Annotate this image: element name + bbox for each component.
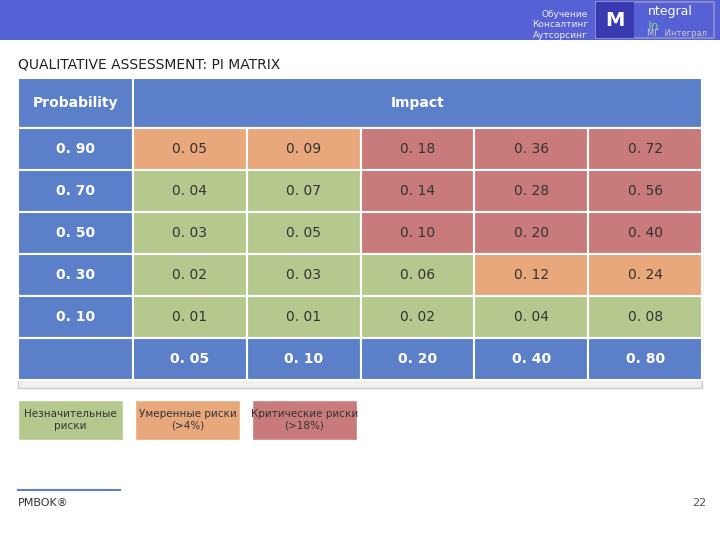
Bar — [135, 400, 240, 440]
Bar — [247, 212, 361, 254]
Bar — [588, 170, 702, 212]
Bar — [588, 212, 702, 254]
Bar — [133, 78, 702, 128]
Text: 0. 30: 0. 30 — [56, 268, 95, 282]
Bar — [588, 254, 702, 296]
Text: 0. 04: 0. 04 — [514, 310, 549, 324]
Bar — [247, 338, 361, 380]
Text: 0. 09: 0. 09 — [286, 142, 321, 156]
Text: 0. 05: 0. 05 — [171, 352, 210, 366]
Bar — [18, 170, 133, 212]
Text: 0. 01: 0. 01 — [286, 310, 321, 324]
Text: Критические риски
(>18%): Критические риски (>18%) — [251, 409, 358, 431]
Text: 0. 56: 0. 56 — [628, 184, 662, 198]
Bar — [18, 296, 133, 338]
Bar — [474, 254, 588, 296]
Bar — [18, 338, 133, 380]
Bar — [247, 296, 361, 338]
Bar — [361, 338, 474, 380]
Text: 0. 12: 0. 12 — [514, 268, 549, 282]
Text: 0. 08: 0. 08 — [628, 310, 662, 324]
Text: 0. 02: 0. 02 — [172, 268, 207, 282]
Text: 0. 02: 0. 02 — [400, 310, 435, 324]
Text: 0. 50: 0. 50 — [56, 226, 95, 240]
Bar — [474, 338, 588, 380]
Bar — [596, 2, 714, 38]
Bar — [361, 212, 474, 254]
Bar — [18, 212, 133, 254]
Bar — [252, 400, 357, 440]
Bar — [18, 254, 133, 296]
Text: Умеренные риски
(>4%): Умеренные риски (>4%) — [139, 409, 236, 431]
Text: 0. 80: 0. 80 — [626, 352, 665, 366]
Bar — [361, 254, 474, 296]
Text: 0. 14: 0. 14 — [400, 184, 435, 198]
Text: МГ  Интеграл: МГ Интеграл — [647, 30, 707, 38]
Bar — [18, 400, 123, 440]
Text: 0. 40: 0. 40 — [512, 352, 551, 366]
Text: QUALITATIVE ASSESSMENT: PI MATRIX: QUALITATIVE ASSESSMENT: PI MATRIX — [18, 58, 280, 72]
Text: 0. 03: 0. 03 — [172, 226, 207, 240]
Text: Незначительные
риски: Незначительные риски — [24, 409, 117, 431]
Text: 0. 05: 0. 05 — [287, 226, 321, 240]
Text: 0. 10: 0. 10 — [400, 226, 435, 240]
Text: Impact: Impact — [391, 96, 444, 110]
Bar — [133, 296, 247, 338]
Text: 0. 72: 0. 72 — [628, 142, 662, 156]
Text: M: M — [606, 10, 625, 30]
Bar — [18, 128, 133, 170]
Text: 0. 70: 0. 70 — [56, 184, 95, 198]
Bar — [18, 78, 133, 128]
Text: 0. 03: 0. 03 — [287, 268, 321, 282]
Text: ntegral: ntegral — [648, 5, 693, 18]
Text: 0. 40: 0. 40 — [628, 226, 662, 240]
Bar — [361, 170, 474, 212]
Text: 0. 90: 0. 90 — [56, 142, 95, 156]
Text: 0. 10: 0. 10 — [56, 310, 95, 324]
Text: 0. 01: 0. 01 — [172, 310, 207, 324]
Bar — [596, 2, 634, 38]
Text: 0. 20: 0. 20 — [398, 352, 437, 366]
Text: 0. 04: 0. 04 — [172, 184, 207, 198]
Bar — [133, 128, 247, 170]
Text: 0. 06: 0. 06 — [400, 268, 435, 282]
Text: In: In — [648, 19, 660, 32]
Text: 0. 05: 0. 05 — [172, 142, 207, 156]
Text: 0. 28: 0. 28 — [514, 184, 549, 198]
Bar — [474, 212, 588, 254]
Text: Probability: Probability — [32, 96, 118, 110]
Bar — [474, 128, 588, 170]
Bar — [133, 170, 247, 212]
Bar — [133, 254, 247, 296]
Bar — [361, 128, 474, 170]
Text: 0. 24: 0. 24 — [628, 268, 662, 282]
Text: 22: 22 — [692, 498, 706, 508]
Bar — [0, 0, 720, 40]
Text: 0. 10: 0. 10 — [284, 352, 323, 366]
Bar — [133, 338, 247, 380]
Bar — [247, 128, 361, 170]
Text: 0. 07: 0. 07 — [287, 184, 321, 198]
Bar — [588, 338, 702, 380]
Bar — [18, 78, 702, 388]
Bar — [588, 128, 702, 170]
Text: 0. 36: 0. 36 — [514, 142, 549, 156]
Bar — [588, 296, 702, 338]
Bar — [474, 296, 588, 338]
Text: PMBOK®: PMBOK® — [18, 498, 68, 508]
Bar — [133, 212, 247, 254]
Bar — [247, 170, 361, 212]
Bar — [247, 254, 361, 296]
Text: 0. 18: 0. 18 — [400, 142, 435, 156]
Text: Обучение
Консалтинг
Аутсорсинг: Обучение Консалтинг Аутсорсинг — [532, 10, 588, 40]
Text: 0. 20: 0. 20 — [514, 226, 549, 240]
Bar — [361, 296, 474, 338]
Bar — [474, 170, 588, 212]
